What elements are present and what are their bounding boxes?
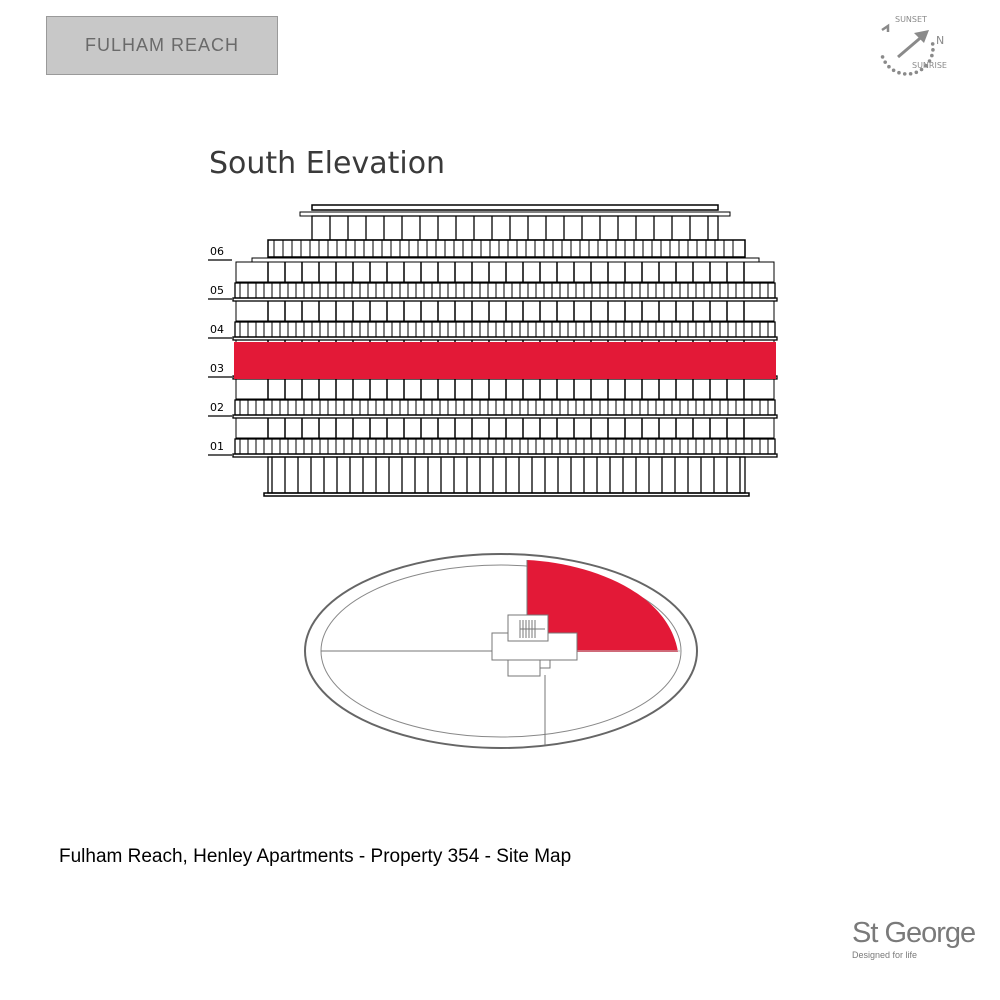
compass-dot <box>883 60 887 64</box>
floor-label-03: 03 <box>210 362 224 375</box>
compass-dot <box>902 72 907 76</box>
compass-dot <box>927 59 932 63</box>
north-label: N <box>936 34 944 47</box>
caption: Fulham Reach, Henley Apartments - Proper… <box>59 846 572 867</box>
compass-dot <box>908 71 913 76</box>
building-core <box>321 560 681 745</box>
fulham-reach-logo: FULHAM REACH <box>46 16 278 75</box>
elevation-band <box>235 300 775 322</box>
compass-dot <box>897 70 901 75</box>
sunset-label: SUNSET <box>895 15 927 24</box>
compass-dot <box>891 68 896 73</box>
elevation-band <box>235 417 775 439</box>
st-george-logo: St George Designed for life <box>852 917 976 961</box>
compass-dot <box>887 64 891 69</box>
compass-dot <box>930 53 934 58</box>
elevation-band <box>235 261 775 283</box>
compass-dot <box>931 48 935 52</box>
floor-label-05: 05 <box>210 284 224 297</box>
plan-outer-outline <box>304 553 698 749</box>
elevation-band <box>263 492 750 497</box>
elevation-band <box>311 204 719 211</box>
floor-label-01: 01 <box>210 440 224 453</box>
compass-dot <box>930 42 935 46</box>
sunrise-label: SUNRISE <box>912 61 947 70</box>
floor-label-04: 04 <box>210 323 224 336</box>
compass-dot <box>924 63 928 68</box>
compass-dot <box>914 70 919 75</box>
compass-arrow-icon <box>880 23 935 76</box>
compass-dot <box>880 55 885 59</box>
floor-label-06: 06 <box>210 245 224 258</box>
highlighted-floor-03[interactable] <box>234 342 776 379</box>
page-title: South Elevation <box>209 146 446 181</box>
elevation-band <box>267 239 746 258</box>
floor-label-02: 02 <box>210 401 224 414</box>
compass-dot <box>919 67 924 72</box>
highlighted-unit-354[interactable] <box>527 560 678 652</box>
